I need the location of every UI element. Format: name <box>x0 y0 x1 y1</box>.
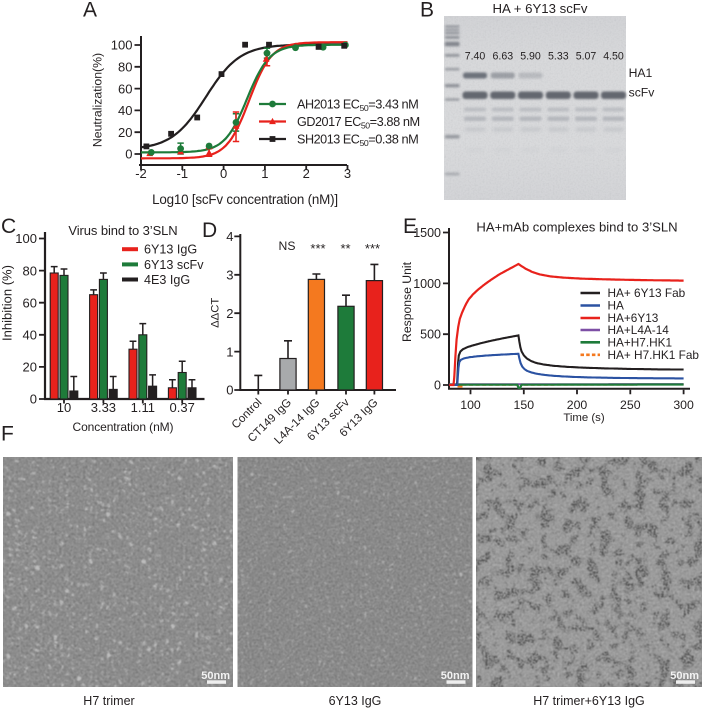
svg-text:60: 60 <box>23 295 37 310</box>
svg-text:***: *** <box>310 241 325 256</box>
svg-text:Time (s): Time (s) <box>563 412 605 424</box>
svg-text:6Y13 scFv: 6Y13 scFv <box>144 258 204 272</box>
svg-text:4E3 IgG: 4E3 IgG <box>144 273 190 287</box>
svg-text:HA+L4A-14: HA+L4A-14 <box>608 323 670 337</box>
svg-text:6Y13 IgG: 6Y13 IgG <box>144 243 197 257</box>
svg-text:0.37: 0.37 <box>170 400 195 415</box>
svg-text:4.50: 4.50 <box>603 51 624 63</box>
svg-text:0: 0 <box>30 392 37 407</box>
svg-text:0: 0 <box>226 383 233 398</box>
svg-text:HA+H7.HK1: HA+H7.HK1 <box>608 336 673 350</box>
svg-text:HA1: HA1 <box>629 66 653 80</box>
svg-text:80: 80 <box>23 263 37 278</box>
svg-text:10: 10 <box>57 400 71 415</box>
svg-text:H7 trimer: H7 trimer <box>83 694 134 708</box>
svg-text:5.33: 5.33 <box>548 51 569 63</box>
svg-text:50nm: 50nm <box>670 670 699 682</box>
svg-text:1000: 1000 <box>413 277 441 291</box>
svg-text:100: 100 <box>15 231 37 246</box>
svg-text:A: A <box>83 0 97 22</box>
svg-text:**: ** <box>340 241 350 256</box>
svg-text:HA + 6Y13 scFv: HA + 6Y13 scFv <box>493 1 588 16</box>
svg-text:3: 3 <box>226 268 233 283</box>
svg-text:3: 3 <box>344 166 351 181</box>
svg-text:5.07: 5.07 <box>576 51 597 63</box>
svg-text:0: 0 <box>220 166 227 181</box>
svg-text:ΔΔCT: ΔΔCT <box>210 298 222 328</box>
svg-text:1: 1 <box>226 344 233 359</box>
svg-text:1: 1 <box>261 166 268 181</box>
svg-text:20: 20 <box>118 125 132 140</box>
svg-text:H7 trimer+6Y13 IgG: H7 trimer+6Y13 IgG <box>533 694 645 708</box>
svg-text:250: 250 <box>620 398 641 412</box>
svg-text:E: E <box>403 215 417 238</box>
svg-text:50nm: 50nm <box>441 670 470 682</box>
svg-text:scFv: scFv <box>629 86 656 100</box>
svg-text:2: 2 <box>303 166 310 181</box>
svg-text:20: 20 <box>23 360 37 375</box>
svg-text:HA+ H7.HK1 Fab: HA+ H7.HK1 Fab <box>608 348 700 362</box>
svg-text:HA+mAb complexes bind to 3’SLN: HA+mAb complexes bind to 3’SLN <box>476 220 677 235</box>
svg-text:6Y13 IgG: 6Y13 IgG <box>329 694 382 708</box>
svg-text:200: 200 <box>567 398 588 412</box>
svg-text:Virus bind to 3’SLN: Virus bind to 3’SLN <box>68 223 177 238</box>
svg-text:4: 4 <box>226 229 233 244</box>
svg-text:0: 0 <box>434 379 441 393</box>
svg-text:0: 0 <box>125 147 132 162</box>
svg-text:500: 500 <box>420 328 441 342</box>
svg-text:300: 300 <box>673 398 694 412</box>
svg-text:1500: 1500 <box>413 226 441 240</box>
svg-text:5.90: 5.90 <box>520 51 541 63</box>
svg-text:50nm: 50nm <box>201 670 230 682</box>
svg-text:-1: -1 <box>177 166 189 181</box>
svg-text:D: D <box>202 219 217 242</box>
svg-text:-2: -2 <box>135 166 147 181</box>
svg-text:AH2013 EC50=3.43 nM: AH2013 EC50=3.43 nM <box>297 97 418 114</box>
svg-text:HA+ 6Y13 Fab: HA+ 6Y13 Fab <box>608 286 686 300</box>
svg-text:150: 150 <box>514 398 535 412</box>
svg-text:100: 100 <box>111 38 133 53</box>
svg-text:HA+6Y13: HA+6Y13 <box>608 311 659 325</box>
svg-text:7.40: 7.40 <box>465 51 486 63</box>
svg-text:NS: NS <box>279 239 296 253</box>
svg-text:***: *** <box>365 241 380 256</box>
svg-text:2: 2 <box>226 306 233 321</box>
svg-text:80: 80 <box>118 60 132 75</box>
svg-text:SH2013 EC50=0.38 nM: SH2013 EC50=0.38 nM <box>297 132 418 149</box>
svg-text:C: C <box>1 215 16 238</box>
svg-text:Response Unit: Response Unit <box>400 261 414 342</box>
svg-text:40: 40 <box>23 328 37 343</box>
svg-text:1.11: 1.11 <box>131 400 155 415</box>
svg-text:40: 40 <box>118 103 132 118</box>
svg-text:100: 100 <box>460 398 481 412</box>
svg-text:B: B <box>420 0 434 22</box>
svg-text:GD2017 EC50=3.88 nM: GD2017 EC50=3.88 nM <box>297 114 420 131</box>
svg-text:F: F <box>1 423 14 446</box>
svg-text:HA: HA <box>608 299 625 313</box>
svg-text:3.33: 3.33 <box>91 400 116 415</box>
svg-text:Neutralization(%): Neutralization(%) <box>91 53 105 147</box>
svg-text:Concentration (nM): Concentration (nM) <box>73 420 174 434</box>
svg-text:Log10 [scFv concentration (nM): Log10 [scFv concentration (nM)] <box>152 192 338 207</box>
svg-text:60: 60 <box>118 81 132 96</box>
svg-text:6.63: 6.63 <box>492 51 513 63</box>
svg-text:Inhibition (%): Inhibition (%) <box>0 265 15 341</box>
